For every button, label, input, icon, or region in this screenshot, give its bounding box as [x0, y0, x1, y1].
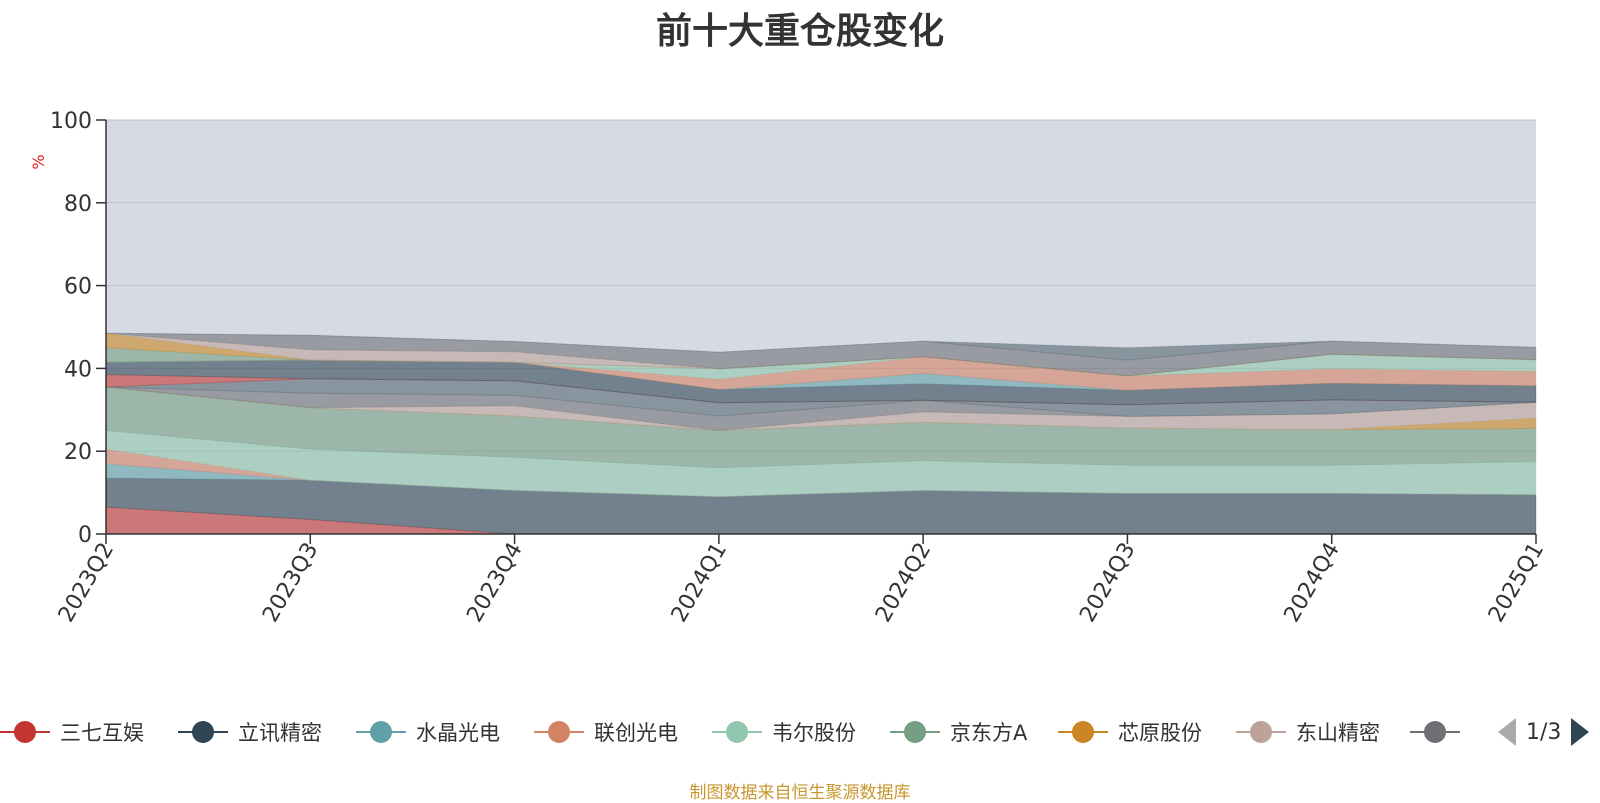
x-tick-label: 2024Q1 [667, 539, 732, 627]
legend-item[interactable]: 京东方A [890, 712, 1027, 752]
legend-pager: 1/3 [1498, 716, 1590, 748]
y-tick-label: 20 [64, 440, 92, 465]
x-tick-label: 2023Q2 [54, 539, 119, 627]
legend-marker-icon [1236, 721, 1286, 743]
x-tick-label: 2024Q3 [1075, 539, 1140, 627]
legend-item[interactable]: 东山精密 [1236, 712, 1380, 752]
legend-label: 水晶光电 [416, 721, 500, 745]
legend-items: 三七互娱 立讯精密 水晶光电 联创光电 韦尔股份 京东方A 芯原股份 东山精密 鹏鼎控股 [0, 712, 1462, 752]
legend-marker-icon [356, 721, 406, 743]
legend-label: 三七互娱 [60, 721, 144, 745]
legend-item[interactable]: 三七互娱 [0, 712, 144, 752]
legend-item[interactable]: 芯原股份 [1058, 712, 1202, 752]
legend-label: 立讯精密 [238, 721, 322, 745]
legend-marker-icon [534, 721, 584, 743]
legend-item[interactable]: 水晶光电 [356, 712, 500, 752]
y-tick-label: 60 [64, 275, 92, 300]
y-tick-label: 80 [64, 192, 92, 217]
legend-marker-icon [0, 721, 50, 743]
legend-page-indicator: 1/3 [1526, 719, 1562, 745]
source-note: 制图数据来自恒生聚源数据库 [689, 783, 911, 803]
legend-label: 京东方A [950, 721, 1028, 745]
legend-label: 芯原股份 [1118, 721, 1202, 745]
chart-title: 前十大重仓股变化 [655, 11, 944, 52]
legend-next-page-button[interactable] [1571, 718, 1590, 746]
x-tick-label: 2024Q4 [1280, 539, 1345, 627]
area-series [105, 332, 1537, 535]
y-tick-label: 100 [50, 109, 92, 134]
y-axis-label: % [29, 154, 48, 169]
legend-marker-icon [1410, 721, 1460, 743]
legend-marker-icon [178, 721, 228, 743]
legend-item[interactable]: 立讯精密 [178, 712, 322, 752]
x-tick-label: 2023Q3 [258, 539, 323, 627]
legend-label: 韦尔股份 [772, 721, 856, 745]
area-series-韦尔股份 [105, 429, 1537, 498]
legend-marker-icon [890, 721, 940, 743]
x-tick-label: 2023Q4 [462, 539, 527, 627]
legend-item[interactable]: 韦尔股份 [712, 712, 856, 752]
legend-marker-icon [712, 721, 762, 743]
legend: 三七互娱 立讯精密 水晶光电 联创光电 韦尔股份 京东方A 芯原股份 东山精密 鹏鼎控股 [0, 712, 1600, 752]
x-tick-label: 2025Q1 [1484, 539, 1549, 627]
legend-item[interactable]: 鹏鼎控股 [1410, 712, 1462, 752]
area-series-鹏鼎控股 (2) [105, 332, 1537, 377]
legend-marker-icon [1058, 721, 1108, 743]
legend-prev-page-button[interactable] [1498, 718, 1516, 746]
area-series-工业富联 (2) [105, 332, 1537, 361]
legend-item[interactable]: 联创光电 [534, 712, 678, 752]
legend-label: 东山精密 [1296, 721, 1380, 745]
legend-label: 联创光电 [594, 721, 678, 745]
y-tick-label: 0 [78, 523, 92, 548]
y-tick-label: 40 [64, 357, 92, 382]
x-tick-label: 2024Q2 [871, 539, 936, 627]
